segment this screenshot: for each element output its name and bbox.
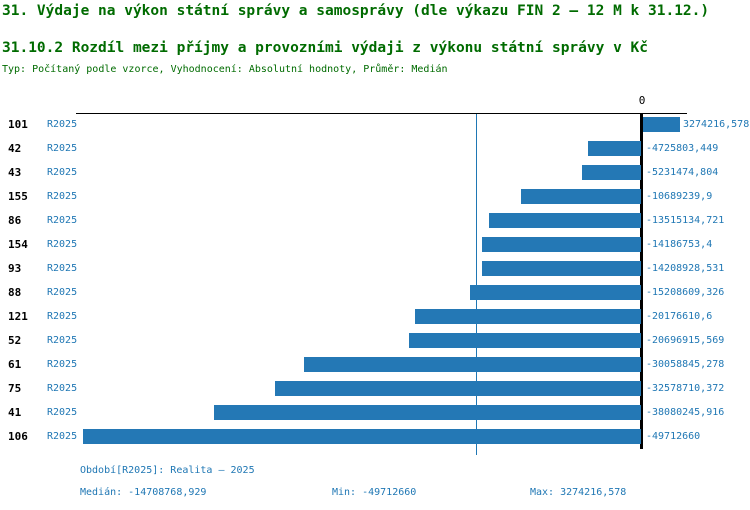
row-series-label: R2025 <box>47 239 78 250</box>
period-info: Období[R2025]: Realita – 2025 <box>80 465 255 476</box>
row-value-label: -14208928,531 <box>646 263 725 274</box>
zero-axis-line <box>640 113 643 449</box>
row-id-label: 154 <box>8 238 28 251</box>
row-value-label: -49712660 <box>646 431 701 442</box>
bar <box>470 285 641 300</box>
row-id-label: 41 <box>8 406 22 419</box>
row-series-label: R2025 <box>47 119 78 130</box>
median-stat: Medián: -14708768,929 <box>80 487 207 498</box>
row-id-label: 101 <box>8 118 28 131</box>
max-stat: Max: 3274216,578 <box>530 487 627 498</box>
chart-top-axis-line <box>76 113 687 114</box>
row-id-label: 42 <box>8 142 22 155</box>
bar <box>83 429 641 444</box>
row-value-label: -38080245,916 <box>646 407 725 418</box>
row-value-label: -13515134,721 <box>646 215 725 226</box>
row-value-label: -20696915,569 <box>646 335 725 346</box>
row-series-label: R2025 <box>47 167 78 178</box>
row-id-label: 75 <box>8 382 22 395</box>
row-id-label: 93 <box>8 262 22 275</box>
report-title: 31. Výdaje na výkon státní správy a samo… <box>2 3 710 19</box>
row-id-label: 52 <box>8 334 22 347</box>
row-id-label: 88 <box>8 286 22 299</box>
row-value-label: -30058845,278 <box>646 359 725 370</box>
report-meta-line: Typ: Počítaný podle vzorce, Vyhodnocení:… <box>2 64 448 75</box>
row-value-label: -15208609,326 <box>646 287 725 298</box>
bar <box>521 189 641 204</box>
bar <box>415 309 641 324</box>
bar <box>588 141 641 156</box>
bar <box>582 165 641 180</box>
row-value-label: 3274216,578 <box>683 119 750 130</box>
bar <box>409 333 641 348</box>
row-id-label: 86 <box>8 214 22 227</box>
row-series-label: R2025 <box>47 191 78 202</box>
bar <box>482 237 641 252</box>
row-value-label: -10689239,9 <box>646 191 713 202</box>
row-series-label: R2025 <box>47 143 78 154</box>
row-series-label: R2025 <box>47 431 78 442</box>
row-value-label: -14186753,4 <box>646 239 713 250</box>
bar <box>489 213 641 228</box>
bar <box>214 405 641 420</box>
bar <box>275 381 641 396</box>
row-series-label: R2025 <box>47 335 78 346</box>
row-value-label: -20176610,6 <box>646 311 713 322</box>
bar <box>304 357 641 372</box>
axis-zero-tick-label: 0 <box>638 94 646 107</box>
row-id-label: 43 <box>8 166 22 179</box>
row-series-label: R2025 <box>47 287 78 298</box>
row-id-label: 121 <box>8 310 28 323</box>
bar <box>643 117 680 132</box>
row-series-label: R2025 <box>47 311 78 322</box>
min-stat: Min: -49712660 <box>332 487 417 498</box>
row-id-label: 155 <box>8 190 28 203</box>
median-line <box>476 114 477 455</box>
row-value-label: -5231474,804 <box>646 167 719 178</box>
row-value-label: -32578710,372 <box>646 383 725 394</box>
row-value-label: -4725803,449 <box>646 143 719 154</box>
row-id-label: 61 <box>8 358 22 371</box>
row-series-label: R2025 <box>47 359 78 370</box>
row-series-label: R2025 <box>47 383 78 394</box>
row-id-label: 106 <box>8 430 28 443</box>
row-series-label: R2025 <box>47 263 78 274</box>
bar <box>482 261 641 276</box>
row-series-label: R2025 <box>47 407 78 418</box>
row-series-label: R2025 <box>47 215 78 226</box>
report-subtitle: 31.10.2 Rozdíl mezi příjmy a provozními … <box>2 40 649 56</box>
